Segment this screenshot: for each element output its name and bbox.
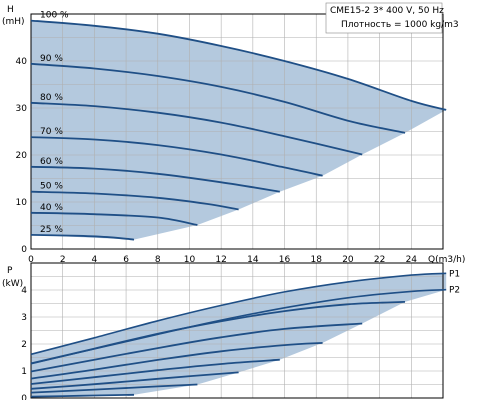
x-axis-label: Q(m3/h) (428, 255, 465, 265)
power-curve-50 (30, 371, 239, 390)
head-curve-label: 100 % (40, 11, 69, 21)
x-tick-label: 20 (342, 255, 354, 265)
head-y-tick-label: 20 (16, 151, 28, 161)
x-tick-label: 24 (406, 255, 418, 265)
head-curve-label: 50 % (40, 182, 63, 192)
power-y-tick-label: 1 (21, 367, 27, 377)
x-tick-label: 18 (311, 255, 323, 265)
density-label: Плотность = 1000 kg/m3 (341, 20, 459, 30)
x-tick-label: 22 (374, 255, 385, 265)
power-plot-frame (30, 262, 444, 399)
x-tick-label: 4 (92, 255, 98, 265)
power-y-tick-label: 3 (21, 313, 27, 323)
head-curve-60 (30, 165, 280, 193)
power-y-axis-label: P (7, 266, 13, 276)
power-curve-40 (30, 383, 198, 394)
head-y-tick-label: 10 (16, 198, 28, 208)
head-curve-100 (30, 19, 447, 111)
p1-label: P1 (449, 269, 460, 279)
x-tick-label: 12 (215, 255, 226, 265)
power-y-tick-label: 2 (21, 340, 27, 350)
head-curve-label: 60 % (40, 157, 63, 167)
head-operating-area (31, 20, 447, 240)
p2-label: P2 (449, 286, 460, 296)
x-tick-label: 14 (247, 255, 259, 265)
power-y-tick-label: 0 (21, 394, 27, 400)
power-curve-60 (30, 358, 280, 385)
power-curve-P1 (30, 272, 447, 356)
info-box (325, 2, 443, 34)
head-y-tick-label: 40 (16, 57, 28, 67)
pump-model-label: CME15-2 3* 400 V, 50 Hz (330, 6, 444, 16)
power-y-tick-label: 4 (21, 286, 27, 296)
x-tick-label: 10 (184, 255, 196, 265)
head-curve-70 (30, 136, 323, 177)
x-tick-label: 8 (155, 255, 161, 265)
power-curve-25 (30, 393, 135, 398)
head-plot-frame (30, 13, 444, 250)
head-curve-label: 90 % (40, 54, 63, 64)
head-curve-label: 70 % (40, 127, 63, 137)
head-y-tick-label: 0 (21, 245, 27, 255)
head-curve-label: 80 % (40, 93, 63, 103)
power-curve-80 (30, 322, 363, 373)
power-curve-90 (30, 301, 406, 365)
head-y-axis-label: H (7, 5, 14, 15)
power-curve-70 (30, 342, 323, 380)
x-tick-label: 0 (28, 255, 34, 265)
head-curve-label: 25 % (40, 225, 63, 235)
head-curve-80 (30, 101, 363, 156)
x-tick-label: 2 (60, 255, 66, 265)
head-curve-25 (30, 234, 135, 241)
head-curve-label: 40 % (40, 203, 63, 213)
head-curve-90 (30, 62, 406, 134)
head-curve-50 (30, 190, 239, 211)
x-tick-label: 6 (123, 255, 129, 265)
head-y-tick-label: 30 (16, 104, 28, 114)
head-curve-40 (30, 211, 198, 226)
head-y-axis-unit: (mH) (2, 17, 25, 27)
x-tick-label: 16 (279, 255, 291, 265)
power-y-axis-unit: (kW) (2, 279, 23, 289)
